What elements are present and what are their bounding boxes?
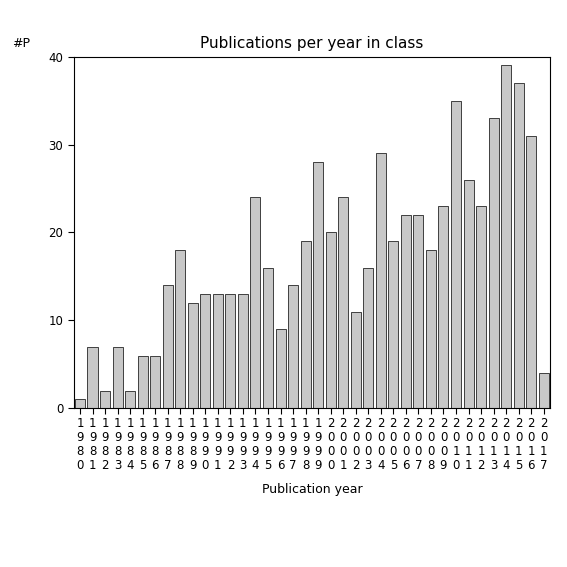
Bar — [225, 294, 235, 408]
Bar — [100, 391, 110, 408]
Bar — [113, 346, 122, 408]
Bar — [338, 197, 348, 408]
Bar — [200, 294, 210, 408]
Bar — [175, 250, 185, 408]
Bar — [163, 285, 173, 408]
Bar — [401, 215, 411, 408]
Bar — [476, 206, 486, 408]
Bar — [413, 215, 424, 408]
Bar — [463, 180, 473, 408]
Bar — [301, 242, 311, 408]
Bar — [526, 136, 536, 408]
Bar — [251, 197, 260, 408]
Bar — [288, 285, 298, 408]
Bar — [489, 119, 498, 408]
Bar — [125, 391, 135, 408]
Bar — [363, 268, 373, 408]
Text: #P: #P — [12, 37, 30, 50]
Bar — [87, 346, 98, 408]
Bar — [426, 250, 436, 408]
Bar — [376, 154, 386, 408]
Bar — [75, 399, 85, 408]
Bar — [150, 356, 160, 408]
Bar — [325, 232, 336, 408]
Bar — [438, 206, 448, 408]
Bar — [213, 294, 223, 408]
Bar — [276, 329, 286, 408]
X-axis label: Publication year: Publication year — [261, 483, 362, 496]
Bar — [238, 294, 248, 408]
Bar — [451, 101, 461, 408]
Title: Publications per year in class: Publications per year in class — [200, 36, 424, 52]
Bar — [263, 268, 273, 408]
Bar — [514, 83, 524, 408]
Bar — [388, 242, 399, 408]
Bar — [351, 312, 361, 408]
Bar — [188, 303, 198, 408]
Bar — [539, 373, 549, 408]
Bar — [313, 162, 323, 408]
Bar — [138, 356, 147, 408]
Bar — [501, 66, 511, 408]
